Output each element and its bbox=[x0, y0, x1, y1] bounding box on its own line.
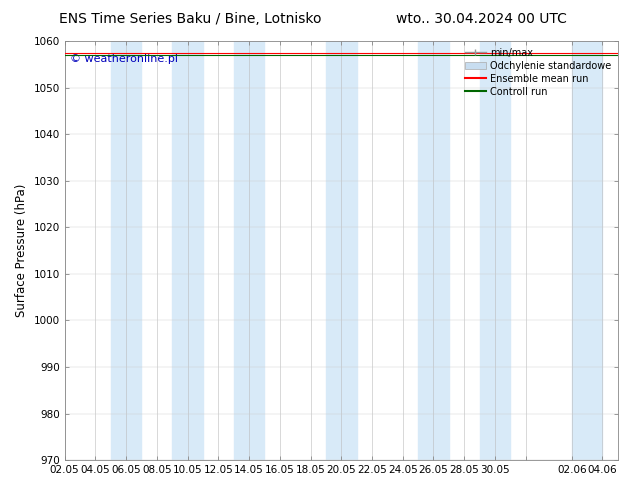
Bar bbox=[172, 41, 203, 460]
Text: wto.. 30.04.2024 00 UTC: wto.. 30.04.2024 00 UTC bbox=[396, 12, 567, 26]
Bar bbox=[234, 41, 264, 460]
Bar bbox=[479, 41, 510, 460]
Y-axis label: Surface Pressure (hPa): Surface Pressure (hPa) bbox=[15, 184, 28, 318]
Legend: min/max, Odchylenie standardowe, Ensemble mean run, Controll run: min/max, Odchylenie standardowe, Ensembl… bbox=[461, 44, 615, 100]
Bar bbox=[326, 41, 356, 460]
Bar bbox=[572, 41, 602, 460]
Text: © weatheronline.pl: © weatheronline.pl bbox=[70, 53, 178, 64]
Bar bbox=[111, 41, 141, 460]
Text: ENS Time Series Baku / Bine, Lotnisko: ENS Time Series Baku / Bine, Lotnisko bbox=[59, 12, 321, 26]
Bar bbox=[418, 41, 449, 460]
